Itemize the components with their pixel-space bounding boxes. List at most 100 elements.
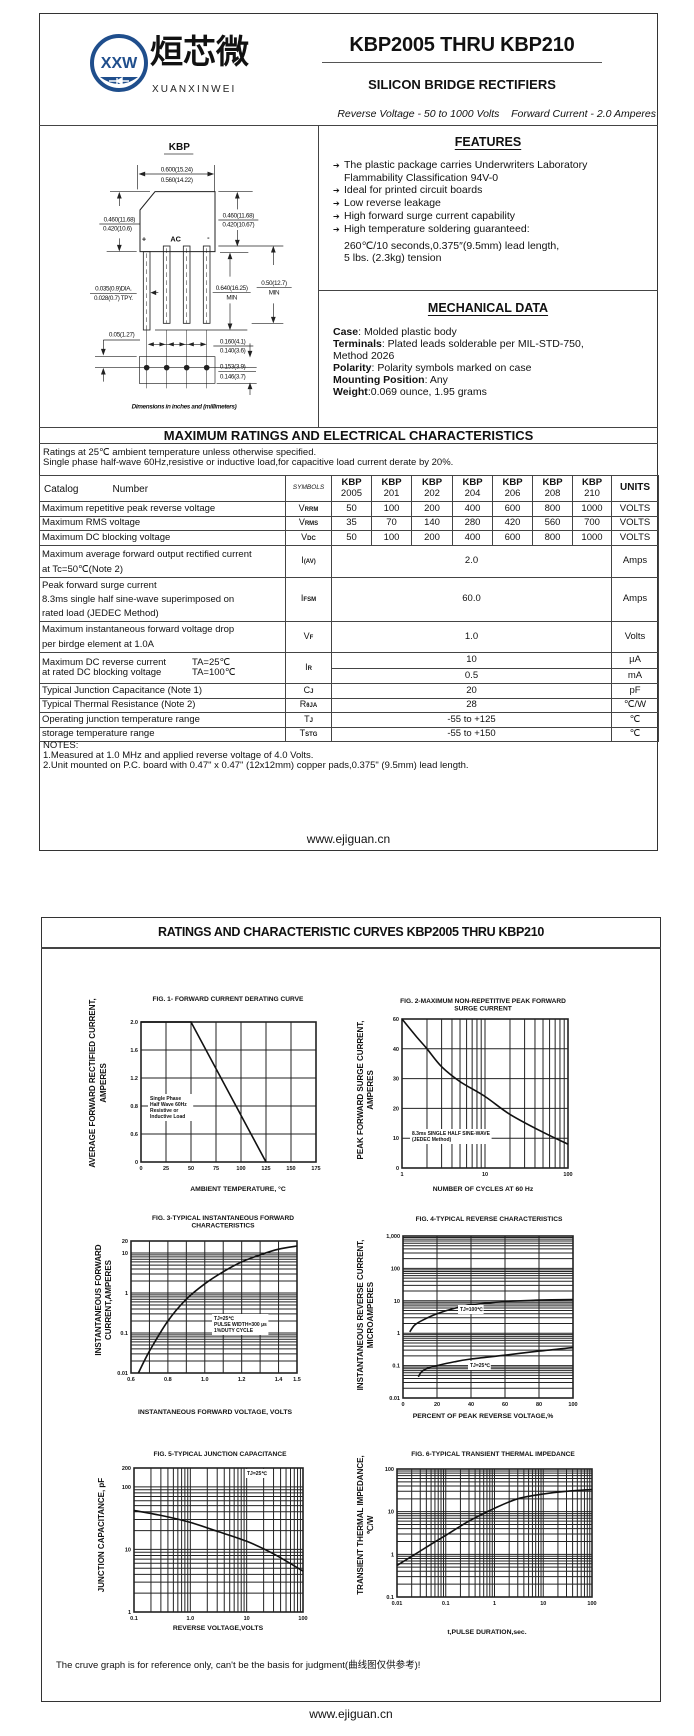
symbol-subscript: F <box>309 634 314 641</box>
description-line: rated load (JEDEC Method) <box>42 607 159 619</box>
feature-continuation: 260℃/10 seconds,0.375″(9.5mm) lead lengt… <box>344 240 560 252</box>
plot-frame <box>402 1235 574 1399</box>
y-tick-label: 0 <box>396 1166 399 1172</box>
mechanical-label: Mounting Position <box>333 374 425 386</box>
y-tick-label: 20 <box>122 1239 128 1245</box>
symbol-main: R <box>299 699 307 710</box>
description-line: at Tc=50℃(Note 2) <box>42 563 123 575</box>
annotation-text: TJ=25℃ <box>247 1470 267 1477</box>
dim-lead-dia-min: 0.028(0.7) TPY. <box>94 295 133 302</box>
y-tick-label: 0.8 <box>130 1104 138 1110</box>
description-line: Maximum repetitive peak reverse voltage <box>42 502 216 514</box>
package-body <box>139 191 216 253</box>
y-axis-label: INSTANTANEOUS REVERSE CURRENT, <box>356 1240 365 1391</box>
description-line: Peak forward surge current <box>42 579 157 591</box>
y-axis-label: TRANSIENT THERMAL IMPEDANCE, <box>356 1455 365 1594</box>
dim-lead-length-2: 0.50(12.7) <box>261 280 287 287</box>
annotation-text: TJ=25℃ <box>470 1362 490 1369</box>
y-axis-label: AVERAGE FORWARD RECTIFIED CURRENT, <box>88 998 97 1168</box>
figure-title: FIG. 2-MAXIMUM NON-REPETITIVE PEAK FORWA… <box>400 998 566 1005</box>
mechanical-item: Mounting Position: Any <box>333 374 584 386</box>
y-tick-label: 1 <box>391 1552 394 1558</box>
symbol-main: V <box>298 517 305 528</box>
feature-item: ➔ The plastic package carries Underwriter… <box>333 159 587 172</box>
x-tick-label: 100 <box>587 1601 596 1607</box>
pin-plus-label: + <box>142 235 146 244</box>
page-2-website[interactable]: www.ejiguan.cn <box>309 1707 393 1721</box>
curves-title-divider <box>41 947 661 949</box>
dim-lead-length-2-note: MIN <box>269 289 280 296</box>
x-tick-label: 0.8 <box>164 1377 172 1383</box>
mechanical-value: : Molded plastic body <box>358 326 457 338</box>
header-symbols: SYMBOLS <box>285 475 332 502</box>
x-tick-label: 60 <box>502 1402 508 1408</box>
part-suffix: 208 <box>544 487 561 499</box>
feature-item: ➔ Ideal for printed circuit boards <box>333 184 587 197</box>
annotation-text: Resistive or <box>150 1108 178 1114</box>
part-suffix: 201 <box>383 487 400 499</box>
spec-summary: Reverse Voltage - 50 to 1000 Volts Forwa… <box>337 108 656 120</box>
x-axis-label: REVERSE VOLTAGE,VOLTS <box>173 1625 264 1632</box>
mechanical-list: Case: Molded plastic body Terminals: Plat… <box>333 326 584 398</box>
ratings-title-divider <box>39 443 658 444</box>
y-tick-label: 0.1 <box>120 1331 128 1337</box>
x-tick-label: 10 <box>482 1172 488 1178</box>
company-logo: XXW 烜芯微 XUANXINWEI <box>90 33 260 99</box>
y-axis-label: INSTANTANEOUS FORWARD <box>94 1244 103 1355</box>
y-tick-label: 0.01 <box>389 1396 400 1402</box>
series-curve-1 <box>401 1018 569 1145</box>
table-row: Maximum instantaneous forward voltage dr… <box>39 621 659 653</box>
plot-frame <box>140 1021 317 1163</box>
figure-1: FIG. 1- FORWARD CURRENT DERATING CURVE 0 2… <box>88 996 321 1193</box>
description-line: Maximum DC blocking voltage <box>42 531 171 543</box>
condition-text: TA=100℃ <box>192 667 236 678</box>
feature-item: Flammability Classification 94V-0 <box>333 172 587 184</box>
symbol-subscript: θJA <box>306 703 318 710</box>
figure-title: FIG. 1- FORWARD CURRENT DERATING CURVE <box>153 996 305 1003</box>
series-curve-2 <box>417 1346 574 1378</box>
annotation-background <box>410 1129 492 1144</box>
y-tick-label: 1 <box>128 1610 131 1616</box>
y-axis-label: PEAK FORWARD SURGE CURRENT, <box>356 1021 365 1160</box>
y-tick-label: 10 <box>393 1136 399 1142</box>
table-row: Maximum repetitive peak reverse voltage V… <box>39 501 659 517</box>
x-tick-label: 0.01 <box>392 1601 403 1607</box>
series-curve-1 <box>409 1298 574 1333</box>
part-prefix: KBP <box>581 477 603 488</box>
y-tick-label: 1 <box>397 1331 400 1337</box>
ratings-title: MAXIMUM RATINGS AND ELECTRICAL CHARACTER… <box>163 428 534 443</box>
annotation-text: Inductive Load <box>150 1114 185 1120</box>
dim-offset: 0.05(1.27) <box>109 332 135 339</box>
annotation-background <box>468 1361 491 1370</box>
symbol-subscript: R <box>307 665 312 672</box>
y-tick-label: 0.6 <box>130 1132 138 1138</box>
mechanical-label: Case <box>333 326 359 338</box>
dim-lead-length-note: MIN <box>226 294 237 301</box>
y-tick-label: 0.1 <box>386 1595 394 1601</box>
description-text: Maximum DC reverse current <box>42 656 167 668</box>
y-tick-label: 40 <box>393 1047 399 1053</box>
header-units: UNITS <box>611 475 659 502</box>
mechanical-item: Weight:0.069 ounce, 1.95 grams <box>333 386 584 398</box>
header-number: Number <box>112 484 149 496</box>
x-tick-label: 1 <box>493 1601 496 1607</box>
x-tick-label: 10 <box>540 1601 546 1607</box>
row-value: 1.0 <box>331 621 612 653</box>
part-suffix: 204 <box>464 487 481 499</box>
y-axis-label: MICROAMPERES <box>366 1281 375 1348</box>
symbol-main: T <box>304 713 310 724</box>
feature-text: Ideal for printed circuit boards <box>344 184 483 196</box>
page-1-website[interactable]: www.ejiguan.cn <box>306 832 391 846</box>
ratings-table: Catalog Number SYMBOLS KBP 2005 KBP 201 KBP 202 K… <box>39 475 659 742</box>
annotation-text: TJ=100℃ <box>460 1306 483 1313</box>
y-tick-label: 20 <box>393 1106 399 1112</box>
y-tick-label: 10 <box>122 1251 128 1257</box>
x-tick-label: 100 <box>298 1616 307 1622</box>
features-list: ➔ The plastic package carries Underwriter… <box>333 159 587 264</box>
annotation-text: PULSE WIDTH=300 µs <box>214 1322 267 1328</box>
note-2: 2.Unit mounted on P.C. board with 0.47" … <box>43 760 469 771</box>
x-tick-label: 125 <box>261 1166 270 1172</box>
part-prefix: KBP <box>421 477 443 488</box>
series-curve-1 <box>137 1245 298 1374</box>
mechanical-item: Polarity: Polarity symbols marked on cas… <box>333 362 584 374</box>
